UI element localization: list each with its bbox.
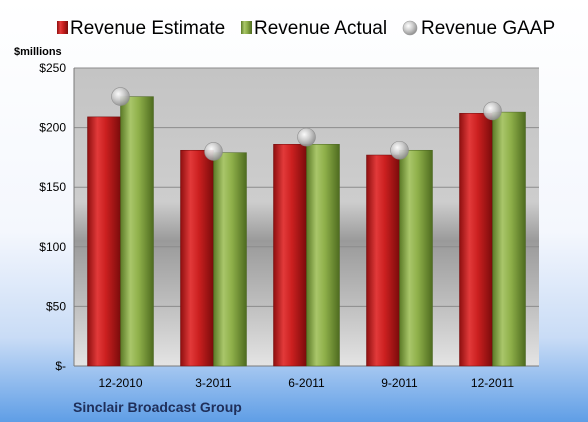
y-axis-unit-label: $millions [14, 46, 62, 58]
y-tick-label: $150 [39, 180, 66, 194]
marker-revenue-gaap [390, 140, 409, 160]
x-tick-label: 12-2010 [98, 376, 142, 390]
bar-revenue-actual [492, 111, 526, 367]
y-tick-label: $250 [39, 61, 66, 75]
y-tick-label: $200 [39, 121, 66, 135]
y-axis-ticks: $- $50 $100 $150 $200 $250 [39, 61, 66, 373]
legend-swatch-revenue-gaap [402, 20, 418, 36]
marker-revenue-gaap [483, 101, 502, 121]
marker-revenue-gaap [204, 142, 223, 161]
legend-label-revenue-estimate: Revenue Estimate [70, 18, 225, 39]
bar-revenue-estimate [180, 149, 214, 367]
x-tick-label: 9-2011 [381, 376, 418, 390]
gaap-markers [111, 87, 502, 161]
y-tick-label: $100 [39, 240, 66, 254]
bar-revenue-estimate [273, 144, 307, 367]
y-tick-label: $50 [46, 299, 66, 313]
marker-revenue-gaap [111, 87, 130, 106]
legend-label-revenue-actual: Revenue Actual [254, 18, 387, 39]
x-tick-label: 3-2011 [195, 376, 232, 390]
bar-revenue-actual [120, 96, 154, 367]
bar-revenue-actual [213, 152, 247, 367]
legend: Revenue Estimate Revenue Actual Revenue … [57, 18, 555, 39]
bar-revenue-estimate [459, 113, 493, 367]
company-name: Sinclair Broadcast Group [73, 399, 242, 415]
x-axis-ticks: 12-2010 3-2011 6-2011 9-2011 12-2011 [98, 376, 514, 390]
legend-swatch-revenue-actual [241, 21, 252, 34]
bars [87, 96, 526, 367]
bar-revenue-estimate [87, 116, 121, 367]
bar-revenue-actual [399, 149, 433, 367]
legend-label-revenue-gaap: Revenue GAAP [421, 18, 555, 39]
marker-revenue-gaap [297, 127, 316, 147]
x-tick-label: 12-2011 [471, 376, 514, 390]
y-tick-label: $- [55, 359, 66, 373]
legend-swatch-revenue-estimate [57, 21, 68, 34]
bar-revenue-estimate [366, 154, 400, 367]
x-tick-label: 6-2011 [288, 376, 325, 390]
bar-revenue-actual [306, 144, 340, 367]
